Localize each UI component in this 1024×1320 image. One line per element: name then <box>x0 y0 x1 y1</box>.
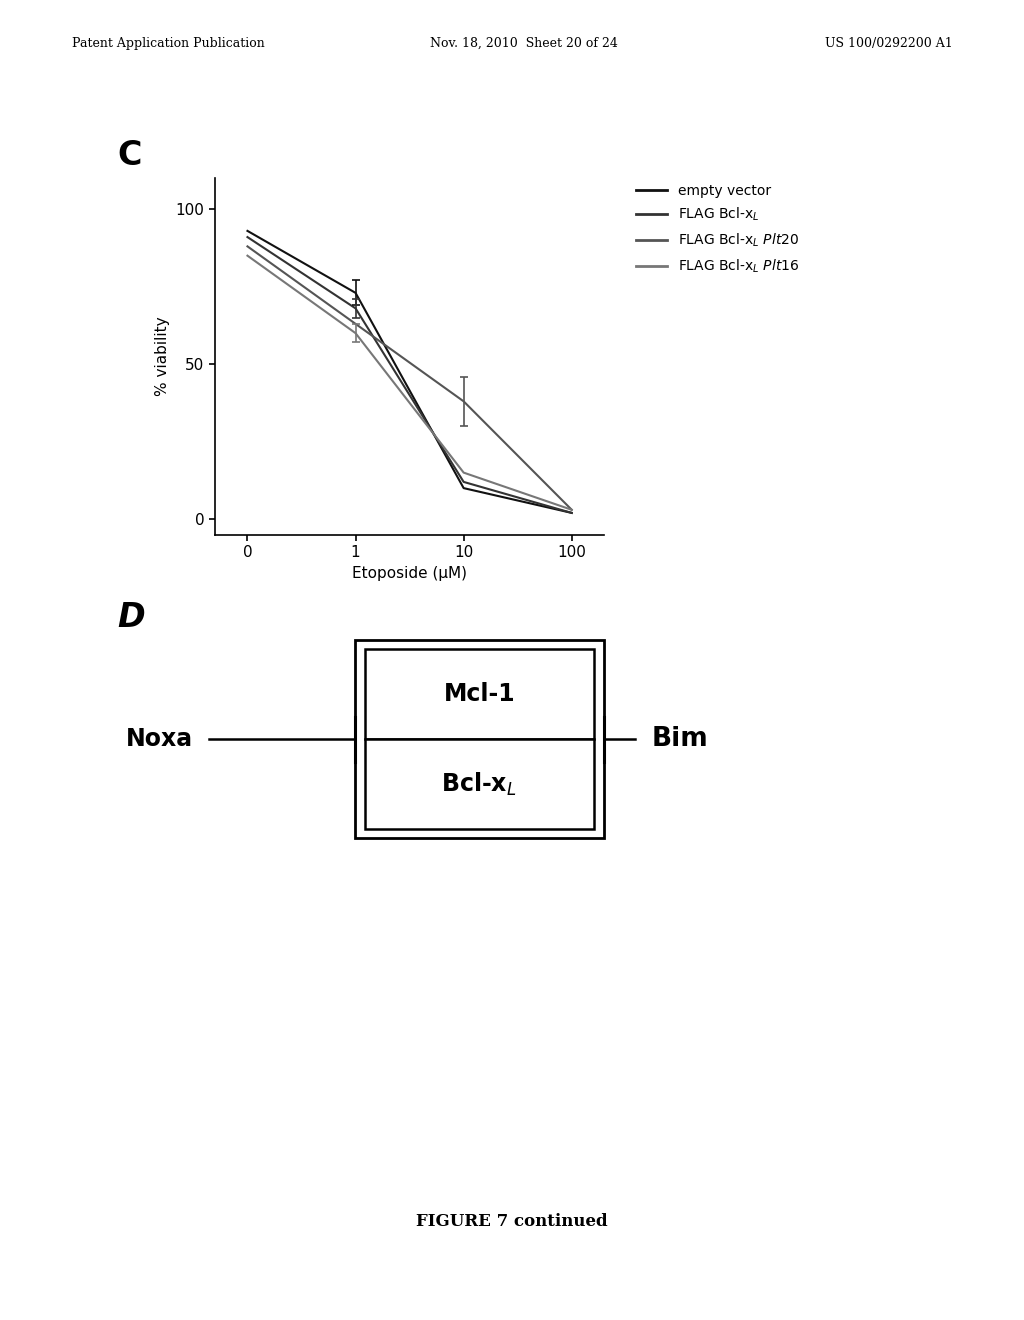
Bar <box>365 739 594 829</box>
Legend: empty vector, FLAG Bcl-x$_L$, FLAG Bcl-x$_L$ $\it{Plt20}$, FLAG Bcl-x$_L$ $\it{P: empty vector, FLAG Bcl-x$_L$, FLAG Bcl-x… <box>631 178 805 280</box>
Text: Noxa: Noxa <box>125 727 193 751</box>
Text: D: D <box>118 601 145 634</box>
Text: Bim: Bim <box>651 726 708 752</box>
X-axis label: Etoposide (μM): Etoposide (μM) <box>352 565 467 581</box>
Text: Nov. 18, 2010  Sheet 20 of 24: Nov. 18, 2010 Sheet 20 of 24 <box>430 37 617 50</box>
Text: FIGURE 7 continued: FIGURE 7 continued <box>416 1213 608 1229</box>
Text: Mcl-1: Mcl-1 <box>443 682 515 706</box>
Text: Bcl-x$_L$: Bcl-x$_L$ <box>441 771 517 797</box>
Bar <box>354 640 604 838</box>
Y-axis label: % viability: % viability <box>156 317 170 396</box>
Bar <box>365 649 594 739</box>
Text: US 100/0292200 A1: US 100/0292200 A1 <box>824 37 952 50</box>
Text: Patent Application Publication: Patent Application Publication <box>72 37 264 50</box>
Text: C: C <box>118 139 142 172</box>
